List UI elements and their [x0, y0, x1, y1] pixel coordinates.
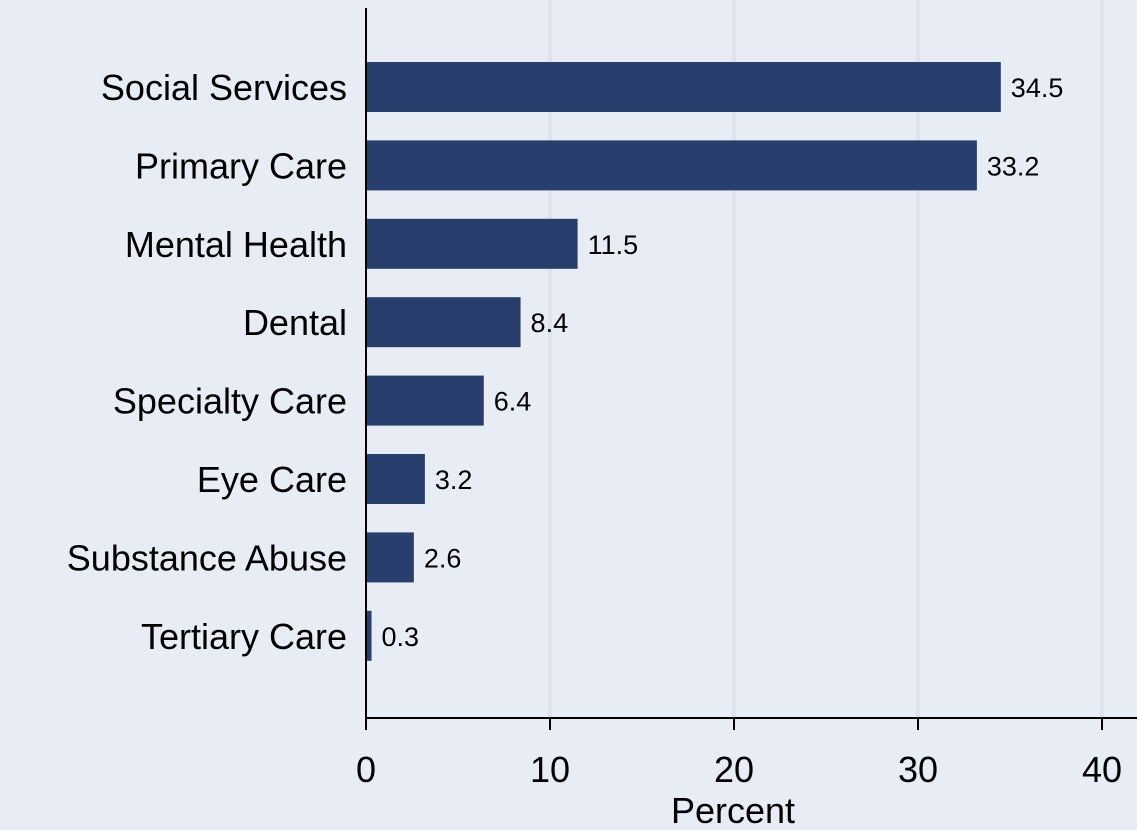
x-tick-label-40: 40 — [1082, 749, 1122, 790]
category-label-tertiary-care: Tertiary Care — [141, 616, 347, 657]
value-label-social-services: 34.5 — [1011, 73, 1064, 103]
bar-tertiary-care — [366, 610, 372, 661]
category-label-social-services: Social Services — [101, 67, 347, 108]
category-label-dental: Dental — [243, 302, 347, 343]
value-label-tertiary-care: 0.3 — [382, 622, 420, 652]
category-labels: Social Services Primary Care Mental Health… — [67, 67, 347, 657]
bar-specialty-care — [366, 375, 484, 426]
category-label-substance-abuse: Substance Abuse — [67, 537, 347, 578]
category-label-primary-care: Primary Care — [135, 145, 347, 186]
grid-lines — [548, 0, 1104, 718]
x-tick-label-30: 30 — [898, 749, 938, 790]
value-label-dental: 8.4 — [531, 308, 569, 338]
bar-primary-care — [366, 140, 977, 191]
x-axis-ticks: 0 10 20 30 40 — [356, 718, 1122, 790]
x-tick-label-20: 20 — [714, 749, 754, 790]
value-label-eye-care: 3.2 — [435, 465, 473, 495]
value-label-specialty-care: 6.4 — [494, 387, 532, 417]
value-label-primary-care: 33.2 — [987, 151, 1040, 181]
category-label-eye-care: Eye Care — [197, 459, 347, 500]
bar-substance-abuse — [366, 532, 414, 583]
value-label-substance-abuse: 2.6 — [424, 543, 462, 573]
x-axis-title: Percent — [671, 790, 795, 830]
bar-mental-health — [366, 218, 578, 269]
value-label-mental-health: 11.5 — [588, 230, 639, 260]
category-label-specialty-care: Specialty Care — [113, 381, 347, 422]
category-label-mental-health: Mental Health — [125, 224, 347, 265]
bar-social-services — [366, 62, 1001, 112]
x-tick-label-0: 0 — [356, 749, 376, 790]
x-tick-label-10: 10 — [530, 749, 570, 790]
bar-eye-care — [366, 454, 425, 504]
value-labels: 34.5 33.2 11.5 8.4 6.4 3.2 2.6 0.3 — [382, 73, 1064, 652]
bars — [366, 62, 1001, 661]
bar-dental — [366, 297, 521, 348]
